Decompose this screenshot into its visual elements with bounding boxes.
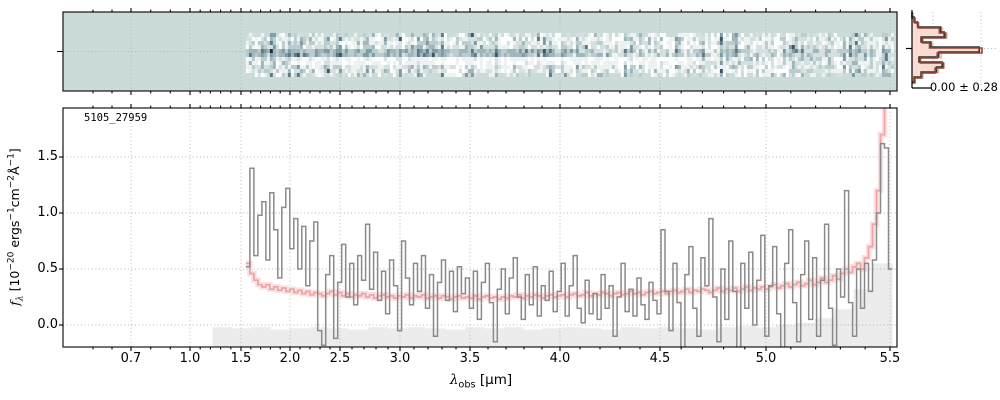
hist-brown-steps (911, 13, 983, 84)
x-tick-label: 1.0 (179, 351, 201, 366)
error-band (212, 263, 893, 347)
observed-flux-line (245, 142, 893, 347)
y-tick-label: 1.5 (37, 149, 58, 164)
x-tick-label: 2.5 (329, 351, 351, 366)
model-flux-line (245, 108, 886, 301)
x-tick-label: 3.0 (389, 351, 411, 366)
main-gridlines (63, 108, 897, 347)
hist-spines (906, 10, 931, 89)
y-tick-label: 0.0 (37, 317, 58, 332)
2d-spectrum-panel (63, 12, 897, 91)
2d-noise-texture (245, 33, 894, 77)
y-axis-label: fλ [10−20 ergs−1cm−2Å−1] (6, 148, 26, 306)
axis-spines-and-ticks (57, 8, 898, 351)
x-tick-label: 0.7 (120, 351, 142, 366)
x-tick-label: 3.5 (459, 351, 481, 366)
residual-stat-label: -0.00 ± 0.28 (925, 80, 998, 94)
x-tick-label: 1.5 (230, 351, 252, 366)
x-tick-label: 4.5 (649, 351, 671, 366)
x-tick-label: 2.0 (279, 351, 301, 366)
object-id-label: 5105_27959 (84, 112, 148, 124)
x-tick-label: 5.0 (755, 351, 777, 366)
y-tick-label: 1.0 (37, 205, 58, 220)
x-tick-label: 5.5 (879, 351, 901, 366)
y-tick-label: 0.5 (37, 261, 58, 276)
1d-spectrum-panel (63, 108, 897, 347)
x-axis-label: λobs [μm] (449, 372, 513, 391)
residual-histogram-panel (906, 10, 997, 89)
x-tick-label: 4.0 (549, 351, 571, 366)
model-flux-halo (245, 108, 888, 302)
